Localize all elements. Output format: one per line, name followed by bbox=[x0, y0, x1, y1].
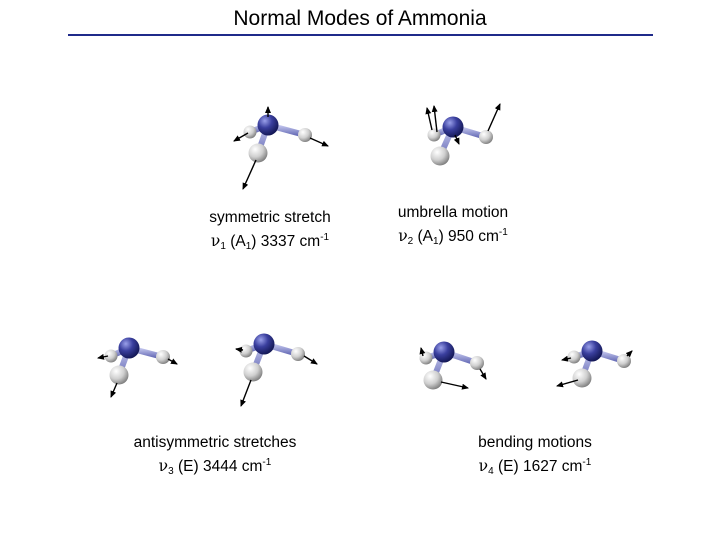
nitrogen-atom bbox=[581, 340, 603, 362]
page-title: Normal Modes of Ammonia bbox=[233, 7, 487, 30]
molecule-bending-b bbox=[556, 340, 633, 388]
mode-name: antisymmetric stretches bbox=[133, 434, 297, 451]
molecule-umbrella-motion bbox=[425, 103, 501, 166]
displacement-arrow bbox=[561, 355, 572, 362]
hydrogen-atom bbox=[479, 130, 493, 144]
displacement-arrow bbox=[167, 358, 178, 365]
mode-spec: ν3 (E) 3444 cm-1 bbox=[158, 457, 272, 477]
hydrogen-atom bbox=[617, 354, 631, 368]
nitrogen-atom bbox=[433, 341, 455, 363]
caption-umbrella-motion: umbrella motion ν2 (A1) 950 cm-1 bbox=[378, 203, 528, 252]
mode-spec: ν2 (A1) 950 cm-1 bbox=[398, 227, 508, 247]
nitrogen-atom bbox=[253, 333, 275, 355]
displacement-arrow bbox=[419, 347, 426, 357]
title-underline bbox=[68, 34, 653, 36]
hydrogen-atom bbox=[427, 128, 441, 142]
hydrogen-atom bbox=[239, 344, 253, 358]
displacement-arrow bbox=[479, 368, 487, 380]
hydrogen-atom bbox=[243, 125, 257, 139]
hydrogen-atom bbox=[470, 356, 484, 370]
displacement-arrow bbox=[556, 379, 579, 388]
nitrogen-atom bbox=[257, 114, 279, 136]
mode-name: symmetric stretch bbox=[209, 209, 331, 226]
displacement-arrow bbox=[487, 103, 501, 132]
mode-spec: ν1 (A1) 3337 cm-1 bbox=[210, 232, 330, 252]
displacement-arrow bbox=[303, 355, 318, 365]
displacement-arrow bbox=[242, 159, 257, 190]
hydrogen-atom bbox=[248, 143, 268, 163]
nitrogen-atom bbox=[118, 337, 140, 359]
caption-antisymmetric-stretches: antisymmetric stretches ν3 (E) 3444 cm-1 bbox=[110, 433, 320, 482]
displacement-arrow bbox=[625, 350, 633, 358]
hydrogen-atom bbox=[419, 351, 433, 365]
mode-name: bending motions bbox=[478, 434, 592, 451]
displacement-arrow bbox=[110, 382, 118, 398]
hydrogen-atom bbox=[298, 128, 312, 142]
hydrogen-atom bbox=[156, 350, 170, 364]
molecule-bending-a bbox=[419, 341, 487, 390]
hydrogen-atom bbox=[423, 370, 443, 390]
displacement-arrow bbox=[233, 132, 249, 142]
hydrogen-atom bbox=[430, 146, 450, 166]
caption-bending-motions: bending motions ν4 (E) 1627 cm-1 bbox=[455, 433, 615, 482]
molecule-symmetric-stretch bbox=[233, 106, 329, 190]
hydrogen-atom bbox=[109, 365, 129, 385]
displacement-arrow bbox=[453, 134, 460, 145]
displacement-arrow bbox=[431, 105, 438, 133]
displacement-arrow bbox=[235, 346, 244, 353]
hydrogen-atom bbox=[572, 368, 592, 388]
displacement-arrow bbox=[309, 137, 329, 147]
displacement-arrow bbox=[240, 379, 252, 407]
mode-name: umbrella motion bbox=[397, 204, 509, 221]
hydrogen-atom bbox=[291, 347, 305, 361]
hydrogen-atom bbox=[567, 350, 581, 364]
molecule-antisymmetric-stretch-a bbox=[97, 337, 178, 398]
molecule-antisymmetric-stretch-b bbox=[235, 333, 318, 407]
hydrogen-atom bbox=[243, 362, 263, 382]
hydrogen-atom bbox=[104, 349, 118, 363]
caption-symmetric-stretch: symmetric stretch ν1 (A1) 3337 cm-1 bbox=[190, 208, 350, 257]
displacement-arrow bbox=[440, 381, 469, 390]
displacement-arrow bbox=[425, 107, 433, 131]
displacement-arrow bbox=[97, 353, 109, 360]
mode-spec: ν4 (E) 1627 cm-1 bbox=[478, 457, 592, 477]
nitrogen-atom bbox=[442, 116, 464, 138]
